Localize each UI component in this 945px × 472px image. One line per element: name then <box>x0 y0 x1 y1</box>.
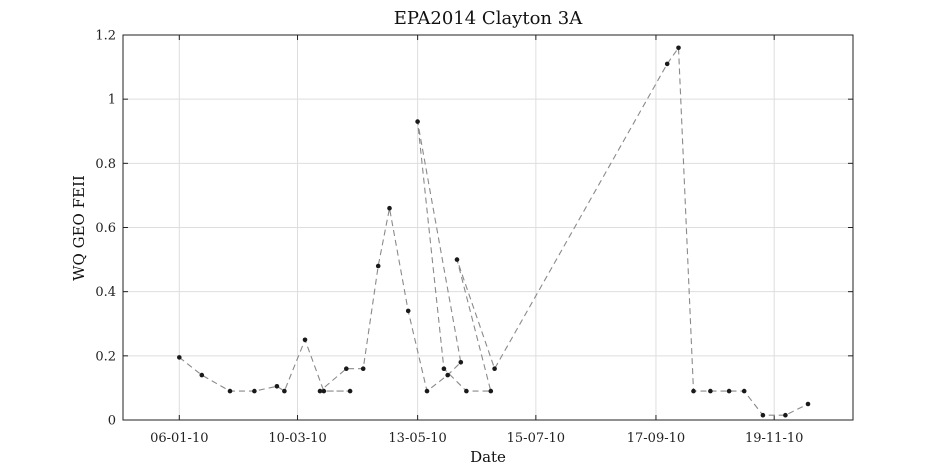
x-tick-label: 06-01-10 <box>150 431 208 446</box>
y-tick-label: 0.8 <box>95 157 116 172</box>
data-point <box>454 257 460 262</box>
data-point <box>441 366 447 372</box>
y-axis-label: WQ GEO FEII <box>70 175 88 281</box>
data-point <box>492 366 497 372</box>
data-point <box>691 388 696 394</box>
x-tick-label: 15-07-10 <box>507 431 565 446</box>
chart-title: EPA2014 Clayton 3A <box>394 8 583 29</box>
data-point <box>464 388 469 394</box>
axis-ticks <box>123 34 853 421</box>
y-tick-label: 0 <box>108 414 116 429</box>
y-tick-label: 1.2 <box>95 29 116 44</box>
y-tick-label: 0.2 <box>95 349 116 364</box>
data-point <box>282 388 287 394</box>
x-tick-label: 17-09-10 <box>627 431 685 446</box>
x-tick-label: 10-03-10 <box>268 431 326 446</box>
data-point <box>347 388 353 394</box>
data-point <box>424 388 430 394</box>
data-point <box>445 372 451 378</box>
data-point <box>199 372 205 378</box>
data-point <box>664 61 670 67</box>
data-point <box>375 263 381 269</box>
x-axis-label: Date <box>470 448 506 466</box>
data-point <box>344 366 349 372</box>
x-tick-label: 13-05-10 <box>388 431 446 446</box>
y-tick-label: 1 <box>108 93 116 108</box>
data-point <box>783 412 788 418</box>
series-line <box>178 46 809 416</box>
data-point <box>405 308 411 314</box>
data-point <box>387 205 392 211</box>
data-point <box>302 337 308 343</box>
x-tick-labels: 06-01-10 10-03-10 13-05-10 15-07-10 17-09-10… <box>150 431 803 446</box>
data-point <box>708 388 713 394</box>
data-point <box>726 388 732 394</box>
grid-lines <box>123 34 853 421</box>
data-point <box>676 45 681 51</box>
data-points <box>177 45 811 418</box>
data-point <box>415 119 420 124</box>
data-point <box>805 401 811 407</box>
y-tick-labels: 0 0.2 0.4 0.6 0.8 1 1.2 <box>95 29 116 429</box>
data-point <box>177 355 182 360</box>
data-point <box>274 384 280 389</box>
data-point <box>317 388 323 394</box>
data-point <box>360 366 366 372</box>
data-point <box>321 388 327 394</box>
data-point <box>252 388 257 394</box>
data-point <box>458 360 464 365</box>
data-point <box>741 388 747 394</box>
y-tick-label: 0.6 <box>95 221 116 236</box>
data-point <box>227 388 233 394</box>
data-point <box>488 388 494 394</box>
x-tick-label: 19-11-10 <box>745 431 803 446</box>
data-point <box>760 412 766 418</box>
y-tick-label: 0.4 <box>95 285 116 300</box>
